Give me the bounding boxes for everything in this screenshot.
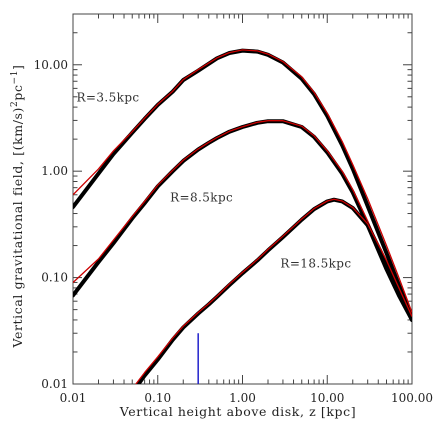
series-label-r-8-5kpc: R=8.5kpc bbox=[170, 190, 233, 204]
fit-curve-r-18-5kpc bbox=[135, 198, 412, 384]
x-tick-label: 1.00 bbox=[229, 391, 256, 405]
x-tick-label: 10.00 bbox=[310, 391, 344, 405]
y-tick-label: 0.10 bbox=[41, 271, 68, 285]
x-tick-label: 100.00 bbox=[391, 391, 433, 405]
x-axis-title: Vertical height above disk, z [kpc] bbox=[119, 404, 356, 419]
fit-curve-r-8-5kpc bbox=[73, 120, 412, 316]
x-tick-label: 0.10 bbox=[144, 391, 171, 405]
y-tick-label: 0.01 bbox=[41, 377, 68, 391]
plot-frame bbox=[72, 13, 413, 385]
y-tick-label: 10.00 bbox=[34, 58, 68, 72]
y-tick-label: 1.00 bbox=[41, 164, 68, 178]
x-tick-label: 0.01 bbox=[60, 391, 87, 405]
series-label-r-18-5kpc: R=18.5kpc bbox=[280, 256, 351, 270]
y-axis-title: Vertical gravitational field, [(km/s)2pc… bbox=[10, 64, 25, 348]
series-label-r-3-5kpc: R=3.5kpc bbox=[77, 91, 140, 105]
fit-curve-r-3-5kpc bbox=[73, 49, 412, 313]
